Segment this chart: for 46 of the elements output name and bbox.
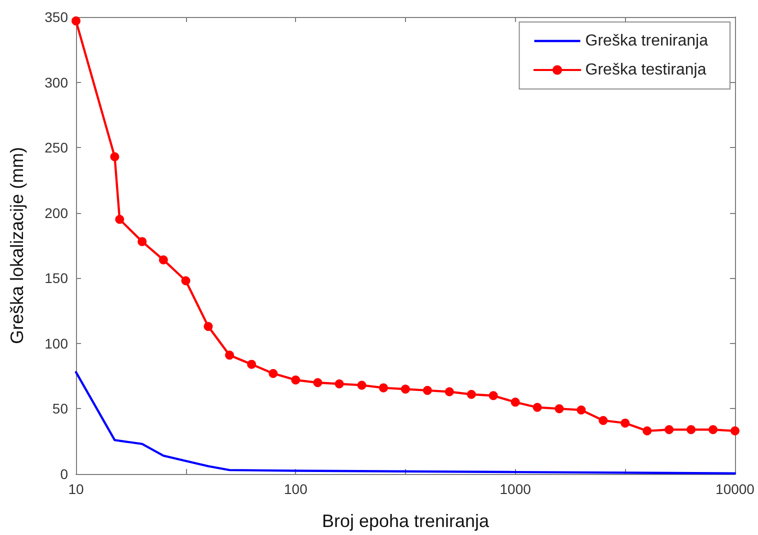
y-tick-label: 50 <box>52 400 68 417</box>
point <box>510 398 520 407</box>
point <box>334 379 344 388</box>
x-axis-title: Broj epoha treniranja <box>322 511 490 531</box>
point <box>225 350 234 360</box>
point <box>357 380 366 390</box>
legend-label: Greška treniranja <box>585 32 708 50</box>
y-tick-label: 100 <box>44 335 68 352</box>
y-tick-label: 250 <box>44 140 68 156</box>
x-tick-label: 1000 <box>500 481 532 497</box>
x-tick-label: 10000 <box>716 481 755 497</box>
point <box>642 426 652 436</box>
y-tick-label: 150 <box>44 270 68 286</box>
y-axis-title: Greška lokalizacije (mm) <box>7 146 27 344</box>
point <box>291 375 300 384</box>
y-tick-label: 300 <box>44 74 68 90</box>
point <box>138 237 147 246</box>
point <box>576 406 586 415</box>
point <box>466 390 476 399</box>
point <box>620 418 630 428</box>
point <box>268 368 278 378</box>
y-tick-label: 200 <box>44 204 68 221</box>
point <box>422 386 432 395</box>
point <box>400 384 410 394</box>
point <box>686 425 696 434</box>
point <box>708 425 718 434</box>
legend-label: Greška testiranja <box>585 62 706 78</box>
point <box>247 360 256 369</box>
point <box>181 276 190 286</box>
point <box>72 16 80 26</box>
point <box>488 391 498 400</box>
point <box>378 383 388 392</box>
point <box>730 426 740 436</box>
point <box>204 322 213 331</box>
point <box>444 387 454 396</box>
x-tick-label: 100 <box>284 481 308 497</box>
point <box>313 378 322 388</box>
point <box>115 214 124 224</box>
point <box>554 404 564 414</box>
y-tick-label: 350 <box>44 9 68 25</box>
x-tick-label: 10 <box>68 481 84 497</box>
point <box>598 416 608 425</box>
point <box>664 425 674 434</box>
point <box>158 255 168 264</box>
point <box>532 402 542 412</box>
y-tick-label: 0 <box>60 466 68 482</box>
